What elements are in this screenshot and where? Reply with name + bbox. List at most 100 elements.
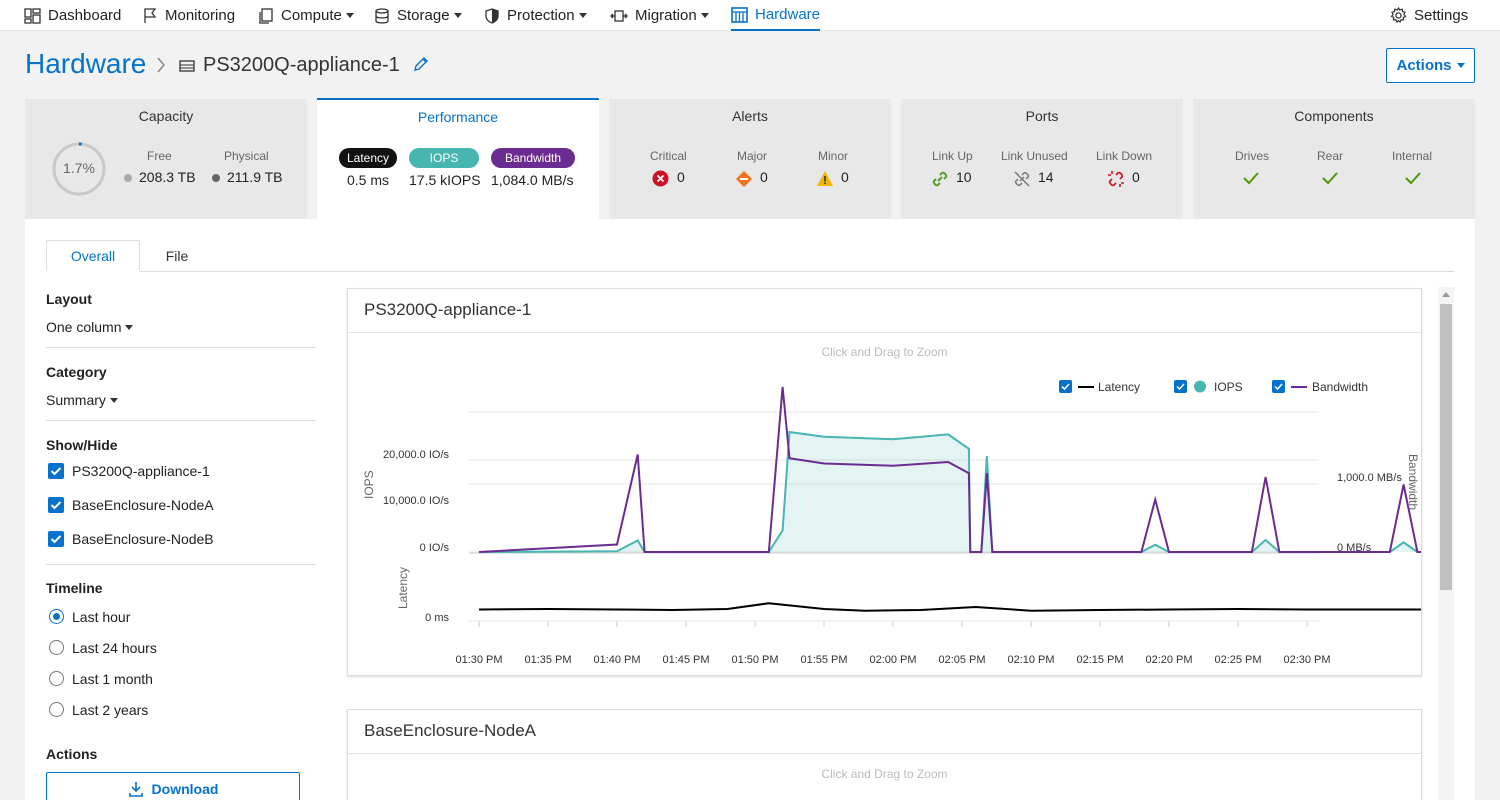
capacity-free-label: Free — [147, 149, 172, 163]
latency-axis-title: Latency — [396, 567, 410, 609]
critical-icon — [652, 170, 669, 187]
nav-dashboard-label: Dashboard — [48, 7, 122, 24]
zoom-hint: Click and Drag to Zoom — [821, 767, 948, 781]
radio-last-1-month-label[interactable]: Last 1 month — [72, 671, 153, 687]
x-tick-label: 01:50 PM — [731, 654, 778, 666]
tab-divider — [46, 271, 1454, 272]
nav-compute[interactable]: Compute — [258, 0, 354, 31]
legend-latency-checkbox — [1059, 380, 1072, 393]
nav-dashboard[interactable]: Dashboard — [24, 0, 121, 31]
series-latency-line — [478, 602, 1421, 612]
capacity-ring: 1.7% — [52, 142, 106, 196]
tab-overall[interactable]: Overall — [46, 240, 140, 272]
drives-check-icon — [1243, 172, 1259, 185]
showhide-heading: Show/Hide — [46, 437, 118, 453]
chevron-down-icon — [345, 13, 354, 18]
latency-value: 0.5 ms — [347, 172, 390, 188]
checkbox-nodea[interactable] — [48, 497, 64, 513]
chevron-down-icon — [1456, 63, 1465, 68]
hardware-grid-icon — [731, 6, 748, 23]
series-bandwidth-line — [478, 386, 1421, 553]
tab-file[interactable]: File — [165, 248, 189, 264]
drives-label: Drives — [1235, 149, 1270, 163]
pencil-icon[interactable] — [412, 56, 429, 73]
link-unused-value: 14 — [1038, 169, 1054, 185]
internal-label: Internal — [1392, 149, 1433, 163]
checkmark-icon — [50, 535, 62, 544]
radio-last-24-hours[interactable] — [49, 640, 64, 655]
download-button[interactable]: Download — [46, 772, 300, 800]
checkbox-nodeb-label[interactable]: BaseEnclosure-NodeB — [72, 531, 214, 547]
chart-title: BaseEnclosure-NodeA — [364, 721, 536, 740]
performance-card-title: Performance — [417, 109, 499, 125]
actions-button[interactable]: Actions — [1386, 48, 1475, 83]
nav-monitoring[interactable]: Monitoring — [142, 0, 235, 31]
alerts-card[interactable]: Alerts Critical 0 Major 0 Minor 0 — [609, 99, 891, 219]
checkbox-nodea-label[interactable]: BaseEnclosure-NodeA — [72, 497, 214, 513]
flag-icon — [144, 7, 157, 23]
major-label: Major — [737, 149, 768, 163]
checkbox-appliance[interactable] — [48, 463, 64, 479]
scroll-up-arrow-icon[interactable] — [1442, 292, 1450, 297]
performance-chart[interactable]: Latency IOPS Bandwidth IOPS Ban — [348, 289, 1421, 675]
category-dropdown[interactable]: Summary — [46, 392, 118, 408]
nav-monitoring-label: Monitoring — [165, 7, 236, 24]
legend-iops-checkbox — [1174, 380, 1187, 393]
nav-storage[interactable]: Storage — [374, 0, 462, 31]
rear-check-icon — [1322, 172, 1338, 185]
radio-last-hour[interactable] — [49, 609, 64, 624]
chart-card-appliance: PS3200Q-appliance-1 Click and Drag to Zo… — [347, 288, 1422, 676]
layout-dropdown[interactable]: One column — [46, 319, 134, 335]
checkmark-icon — [1176, 383, 1185, 391]
chevron-down-icon — [578, 13, 587, 18]
nav-protection[interactable]: Protection — [484, 0, 587, 31]
capacity-physical-label: Physical — [224, 149, 269, 163]
ports-card[interactable]: Ports Link Up 10 Link Unused 14 Link Dow… — [901, 99, 1183, 219]
physical-dot — [212, 174, 220, 182]
internal-check-icon — [1405, 172, 1421, 185]
x-tick-label: 01:55 PM — [800, 654, 847, 666]
checkbox-appliance-label[interactable]: PS3200Q-appliance-1 — [72, 463, 210, 479]
download-icon — [128, 782, 143, 797]
radio-last-1-month[interactable] — [49, 671, 64, 686]
link-up-icon — [932, 171, 948, 187]
radio-last-2-years-label[interactable]: Last 2 years — [72, 702, 149, 718]
radio-last-2-years[interactable] — [49, 702, 64, 717]
legend-bandwidth-label: Bandwidth — [1312, 380, 1368, 394]
minor-label: Minor — [818, 149, 849, 163]
series-iops-area — [479, 432, 1421, 552]
capacity-percent: 1.7% — [63, 160, 95, 176]
free-dot — [124, 174, 132, 182]
top-navigation: Dashboard Monitoring Compute Storage Pro… — [0, 0, 1500, 31]
main-panel: Overall File Layout One column Category … — [25, 219, 1475, 800]
x-axis-ticks: 01:30 PM 01:35 PM 01:40 PM 01:45 PM 01:50 PM… — [455, 621, 1331, 666]
chevron-down-icon — [109, 397, 118, 403]
capacity-card[interactable]: Capacity 1.7% Free 208.3 TB Physical 211… — [25, 99, 307, 219]
performance-card[interactable]: Performance Latency IOPS Bandwidth 0.5 m… — [317, 98, 599, 220]
nav-hardware[interactable]: Hardware — [731, 0, 821, 31]
chevron-down-icon — [700, 13, 709, 18]
divider — [348, 332, 1421, 333]
checkbox-nodeb[interactable] — [48, 531, 64, 547]
radio-last-hour-label[interactable]: Last hour — [72, 609, 131, 625]
scrollbar-thumb[interactable] — [1440, 304, 1452, 590]
nav-settings[interactable]: Settings — [1390, 0, 1468, 31]
link-down-value: 0 — [1132, 169, 1140, 185]
nav-migration[interactable]: Migration — [610, 0, 709, 31]
breadcrumb-hardware[interactable]: Hardware — [25, 48, 147, 79]
components-card[interactable]: Components Drives Rear Internal — [1193, 99, 1475, 219]
chart-card-nodea: BaseEnclosure-NodeA Click and Drag to Zo… — [347, 709, 1422, 800]
download-button-label: Download — [151, 781, 219, 797]
appliance-icon — [179, 60, 195, 72]
link-down-label: Link Down — [1096, 149, 1153, 163]
checkmark-icon — [50, 467, 62, 476]
migration-icon — [610, 9, 628, 22]
minor-value: 0 — [841, 169, 849, 185]
critical-label: Critical — [650, 149, 687, 163]
copy-icon — [259, 7, 273, 24]
rear-label: Rear — [1317, 149, 1344, 163]
iops-tick-label: 10,000.0 IO/s — [383, 495, 450, 507]
radio-last-24-hours-label[interactable]: Last 24 hours — [72, 640, 157, 656]
gear-icon — [1390, 7, 1407, 24]
x-tick-label: 01:40 PM — [593, 654, 640, 666]
